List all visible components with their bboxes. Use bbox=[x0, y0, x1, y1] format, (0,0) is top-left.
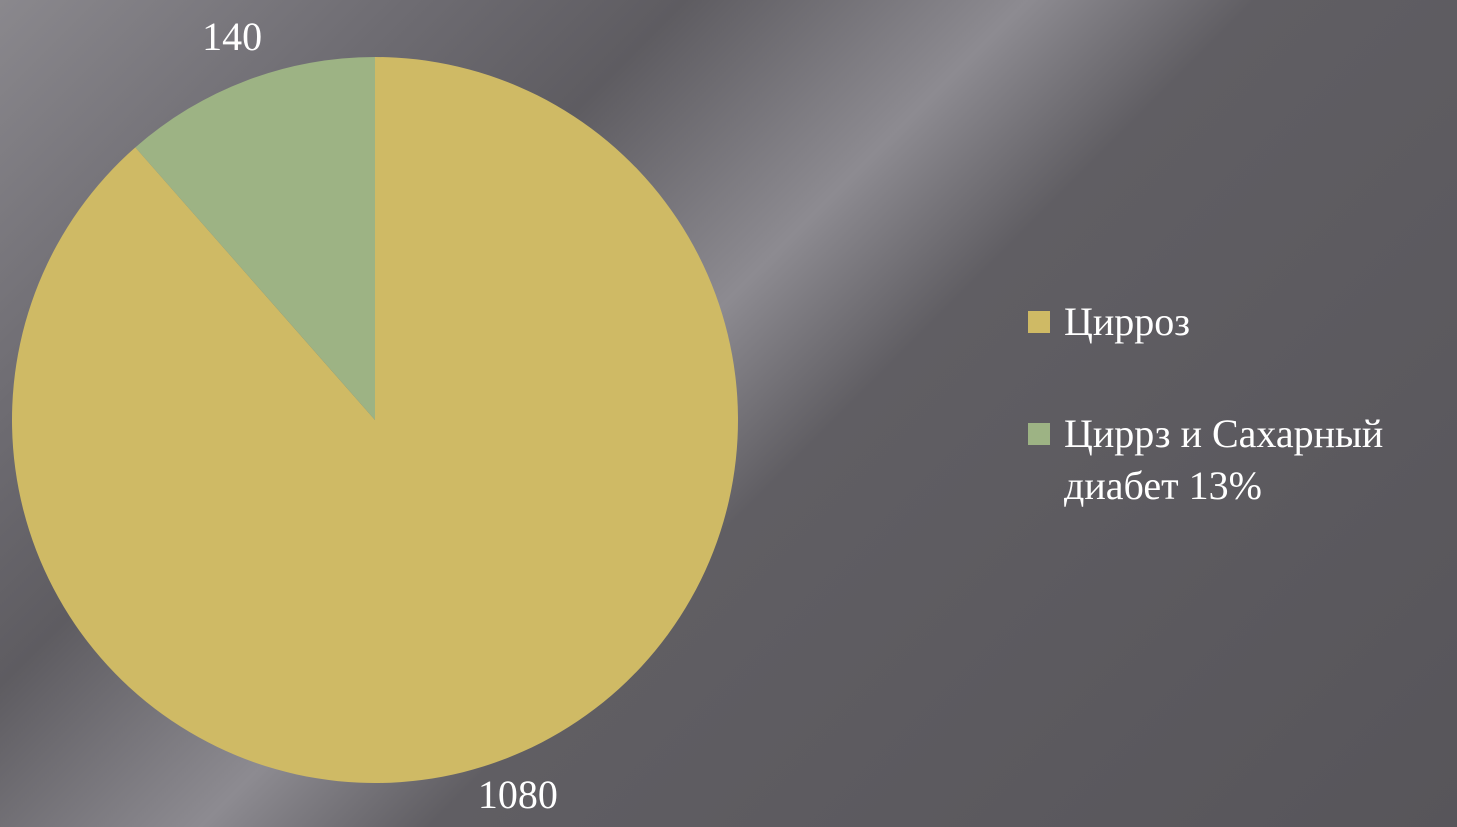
legend-label: Циррз и Сахарный диабет 13% bbox=[1064, 411, 1384, 508]
pie-slice bbox=[135, 57, 375, 420]
legend-label: Цирроз bbox=[1064, 299, 1191, 344]
legend: Цирроз Циррз и Сахарный диабет 13% bbox=[1028, 296, 1453, 572]
legend-item: Цирроз bbox=[1028, 296, 1453, 348]
legend-swatch bbox=[1028, 311, 1050, 333]
pie-slice bbox=[11, 57, 738, 783]
data-label: 140 bbox=[202, 14, 262, 59]
legend-item: Циррз и Сахарный диабет 13% bbox=[1028, 408, 1453, 512]
data-label: 1080 bbox=[478, 772, 558, 817]
legend-swatch bbox=[1028, 423, 1050, 445]
